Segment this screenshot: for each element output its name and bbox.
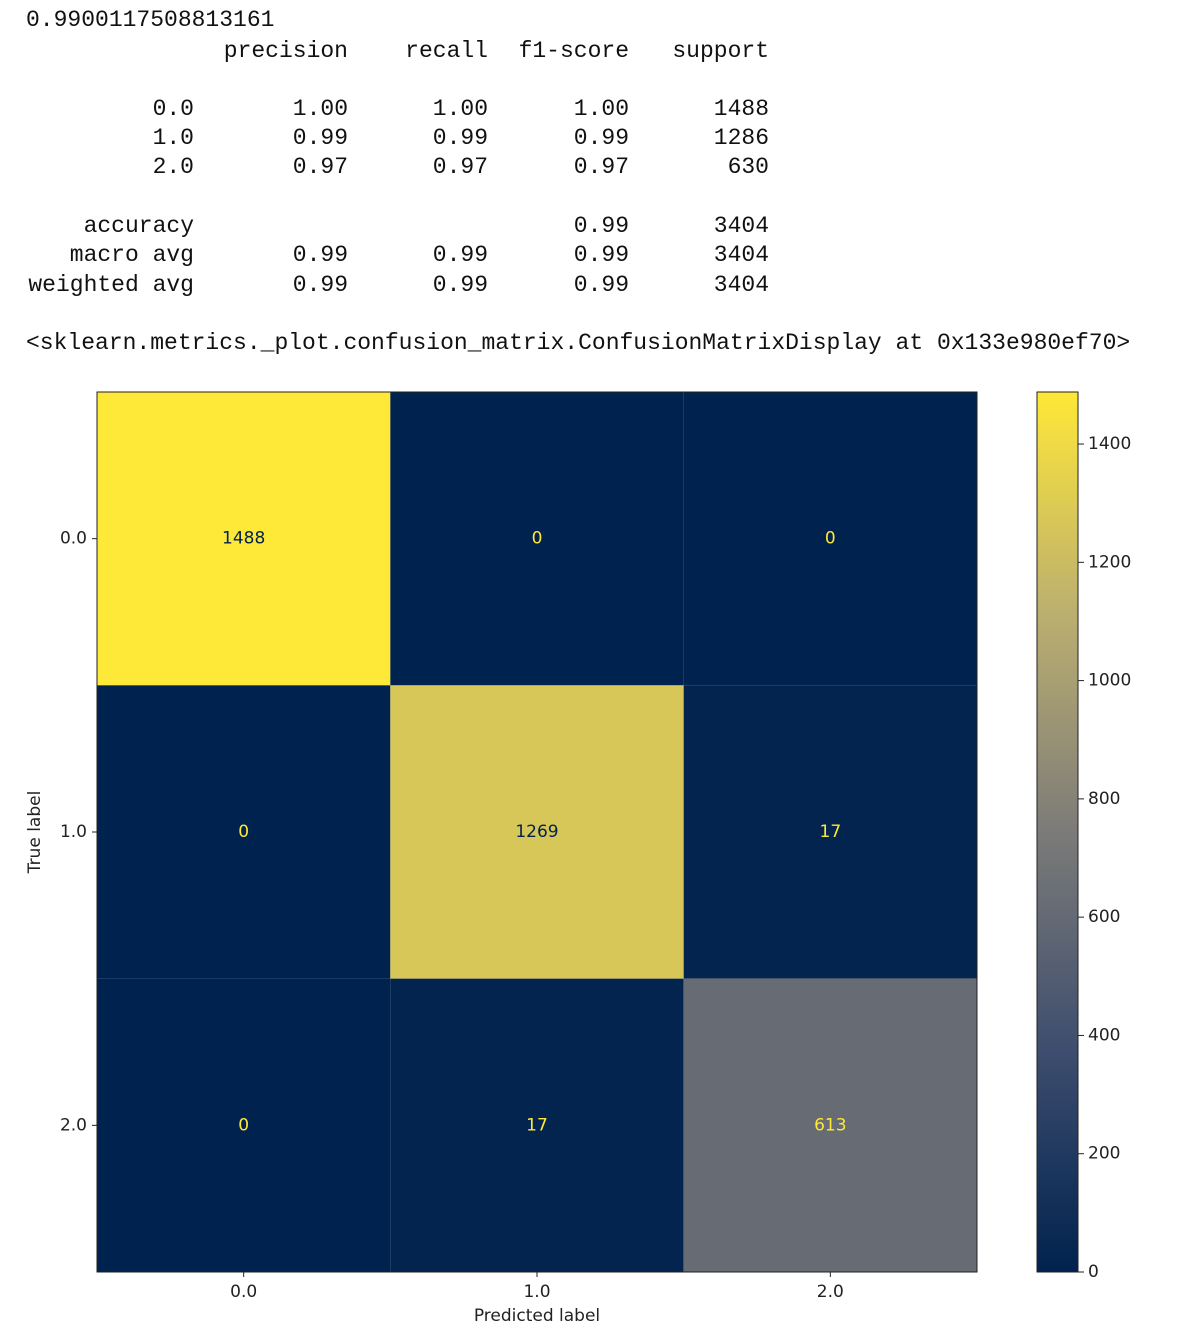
report-cell: 3404 [714, 242, 769, 268]
report-cell: 0.99 [574, 242, 629, 268]
report-header: precision [224, 38, 348, 64]
heatmap-cell [97, 392, 391, 686]
colorbar-tick-label: 0 [1088, 1262, 1099, 1282]
display-repr: <sklearn.metrics._plot.confusion_matrix.… [26, 330, 1130, 356]
report-header: recall [405, 38, 488, 64]
colorbar-tick-label: 1000 [1088, 671, 1131, 691]
report-cell: 0.97 [574, 154, 629, 180]
report-cell: 1488 [714, 96, 769, 122]
colorbar-tick-label: 1200 [1088, 552, 1131, 572]
colorbar-tick-label: 600 [1088, 907, 1120, 927]
heatmap-cell [390, 392, 684, 686]
heatmap-cell [390, 978, 684, 1272]
cell-value: 17 [820, 822, 842, 842]
report-cell: 0.99 [574, 272, 629, 298]
report-cell: 0.99 [433, 242, 488, 268]
report-header: support [672, 38, 769, 64]
report-row-label: weighted avg [28, 272, 194, 298]
report-row-label: accuracy [84, 213, 195, 239]
report-cell: 1286 [714, 125, 769, 151]
x-tick-label: 1.0 [523, 1282, 550, 1302]
cell-value: 17 [526, 1115, 548, 1135]
report-cell: 0.99 [433, 272, 488, 298]
cell-value: 0 [532, 529, 543, 549]
report-cell: 0.99 [293, 242, 348, 268]
report-cell: 1.00 [293, 96, 348, 122]
x-tick-label: 2.0 [817, 1282, 844, 1302]
report-cell: 0.99 [574, 125, 629, 151]
report-cell: 0.99 [433, 125, 488, 151]
report-row-label: 0.0 [153, 96, 194, 122]
report-cell: 3404 [714, 272, 769, 298]
y-tick-label: 1.0 [60, 822, 87, 842]
cell-value: 0 [238, 1115, 249, 1135]
accuracy-score: 0.9900117508813161 [26, 7, 274, 33]
report-row-label: 1.0 [153, 125, 194, 151]
report-cell: 1.00 [574, 96, 629, 122]
report-cell: 0.99 [574, 213, 629, 239]
cell-value: 0 [825, 529, 836, 549]
report-row-label: macro avg [70, 242, 194, 268]
report-cell: 0.99 [293, 125, 348, 151]
report-cell: 3404 [714, 213, 769, 239]
heatmap-cell [390, 685, 684, 979]
cell-value: 1269 [515, 822, 558, 842]
y-tick-label: 0.0 [60, 529, 87, 549]
report-header: f1-score [519, 38, 629, 64]
colorbar-tick-label: 200 [1088, 1144, 1120, 1164]
colorbar-tick-label: 800 [1088, 789, 1120, 809]
report-row-label: 2.0 [153, 154, 194, 180]
heatmap-cell [683, 978, 977, 1272]
report-cell: 0.99 [293, 272, 348, 298]
x-tick-label: 0.0 [230, 1282, 257, 1302]
report-cell: 0.97 [433, 154, 488, 180]
heatmap-cell [683, 392, 977, 686]
heatmap-cell [683, 685, 977, 979]
report-cell: 0.97 [293, 154, 348, 180]
y-tick-label: 2.0 [60, 1115, 87, 1135]
colorbar [1036, 391, 1079, 1273]
cell-value: 1488 [222, 529, 265, 549]
y-axis-label: True label [25, 791, 45, 875]
cell-value: 0 [238, 822, 249, 842]
report-cell: 1.00 [433, 96, 488, 122]
colorbar-tick-label: 400 [1088, 1025, 1120, 1045]
heatmap-cell [97, 685, 391, 979]
x-axis-label: Predicted label [474, 1306, 600, 1326]
heatmap-cell [97, 978, 391, 1272]
cell-value: 613 [814, 1115, 846, 1135]
colorbar-tick-label: 1400 [1088, 434, 1131, 454]
report-cell: 630 [728, 154, 769, 180]
